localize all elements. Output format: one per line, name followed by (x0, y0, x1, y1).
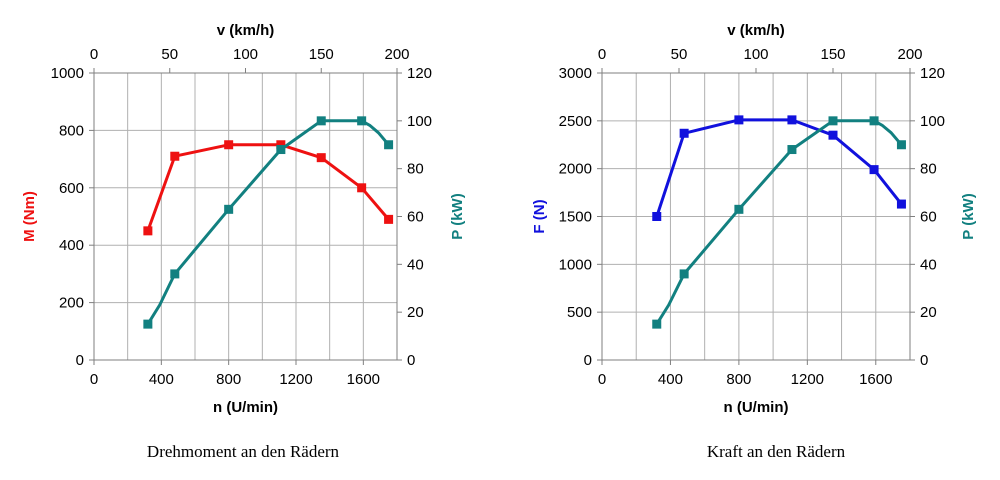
top-x-tick-label: 200 (897, 46, 922, 63)
left-tick-label: 500 (567, 304, 592, 321)
x-tick-label: 1200 (791, 371, 824, 388)
data-point (652, 212, 662, 221)
right-tick-label: 20 (407, 304, 424, 321)
x-tick-label: 800 (216, 371, 241, 388)
right-tick-label: 100 (407, 113, 432, 130)
data-point (357, 183, 367, 193)
left-tick-label: 800 (59, 122, 84, 139)
x-tick-label: 1200 (279, 371, 312, 388)
top-x-tick-label: 150 (309, 46, 334, 63)
right-tick-label: 60 (920, 209, 937, 226)
x-tick-label: 1600 (347, 371, 380, 388)
data-point (869, 116, 879, 126)
left-tick-label: 1500 (559, 209, 592, 226)
left-tick-label: 2500 (559, 113, 592, 130)
top-x-tick-label: 50 (671, 46, 688, 63)
left-tick-label: 600 (59, 180, 84, 197)
data-point (170, 269, 180, 279)
left-tick-label: 200 (59, 295, 84, 312)
left-tick-label: 0 (584, 352, 592, 369)
left-tick-label: 0 (76, 352, 84, 369)
data-point (869, 165, 879, 175)
data-point (316, 116, 326, 126)
top-x-tick-label: 100 (743, 46, 768, 63)
left-tick-label: 2000 (559, 161, 592, 178)
data-point (787, 145, 797, 155)
right-tick-label: 80 (407, 161, 424, 178)
right-tick-label: 120 (407, 65, 432, 82)
data-point (679, 269, 689, 279)
right-axis-label: P (kW) (449, 193, 466, 239)
top-x-tick-label: 0 (90, 46, 98, 63)
x-tick-label: 0 (598, 371, 606, 388)
top-x-axis-label: v (km/h) (727, 22, 785, 39)
series-f-left (652, 115, 906, 221)
top-x-tick-label: 150 (820, 46, 845, 63)
top-x-tick-label: 0 (598, 46, 606, 63)
data-point (787, 115, 797, 125)
x-tick-label: 0 (90, 371, 98, 388)
left-tick-label: 1000 (51, 65, 84, 82)
data-point (828, 116, 838, 126)
x-tick-label: 800 (726, 371, 751, 388)
chart-caption: Drehmoment an den Rädern (147, 442, 340, 461)
data-point (384, 214, 394, 224)
right-tick-label: 100 (920, 113, 945, 130)
left-axis-label: F (N) (531, 199, 548, 233)
data-point (170, 151, 180, 161)
x-axis-label: n (U/min) (213, 399, 278, 416)
x-tick-label: 400 (658, 371, 683, 388)
data-point (276, 140, 286, 150)
x-tick-label: 400 (149, 371, 174, 388)
data-point (143, 319, 153, 329)
data-point (896, 199, 906, 209)
data-point (384, 140, 394, 150)
top-x-tick-label: 50 (161, 46, 178, 63)
data-point (734, 115, 744, 125)
top-x-tick-label: 200 (384, 46, 409, 63)
data-point (357, 116, 367, 126)
left-tick-label: 3000 (559, 65, 592, 82)
left-tick-label: 400 (59, 237, 84, 254)
data-point (276, 145, 286, 155)
top-x-axis-label: v (km/h) (217, 22, 275, 39)
data-point (143, 226, 153, 236)
data-point (316, 153, 326, 163)
top-x-tick-label: 100 (233, 46, 258, 63)
x-tick-label: 1600 (859, 371, 892, 388)
right-tick-label: 20 (920, 304, 937, 321)
right-tick-label: 40 (920, 256, 937, 273)
x-axis-label: n (U/min) (724, 399, 789, 416)
right-tick-label: 40 (407, 256, 424, 273)
data-point (734, 204, 744, 214)
grid (602, 72, 910, 361)
data-point (828, 130, 838, 140)
right-tick-label: 80 (920, 161, 937, 178)
data-point (679, 128, 689, 138)
right-tick-label: 60 (407, 209, 424, 226)
data-point (224, 140, 234, 150)
data-point (896, 140, 906, 150)
right-tick-label: 120 (920, 65, 945, 82)
series-m-left (143, 140, 394, 236)
series-p-right (143, 116, 394, 329)
chart-caption: Kraft an den Rädern (707, 442, 846, 461)
series-line (146, 119, 390, 325)
right-axis-label: P (kW) (960, 193, 977, 239)
series-line (655, 119, 903, 325)
data-point (224, 204, 234, 214)
left-tick-label: 1000 (559, 256, 592, 273)
plot-frame (93, 72, 398, 361)
data-point (652, 319, 662, 329)
series-p-right (652, 116, 906, 329)
right-tick-label: 0 (920, 352, 928, 369)
left-axis-label: M (Nm) (21, 191, 38, 242)
right-tick-label: 0 (407, 352, 415, 369)
grid (94, 72, 397, 361)
